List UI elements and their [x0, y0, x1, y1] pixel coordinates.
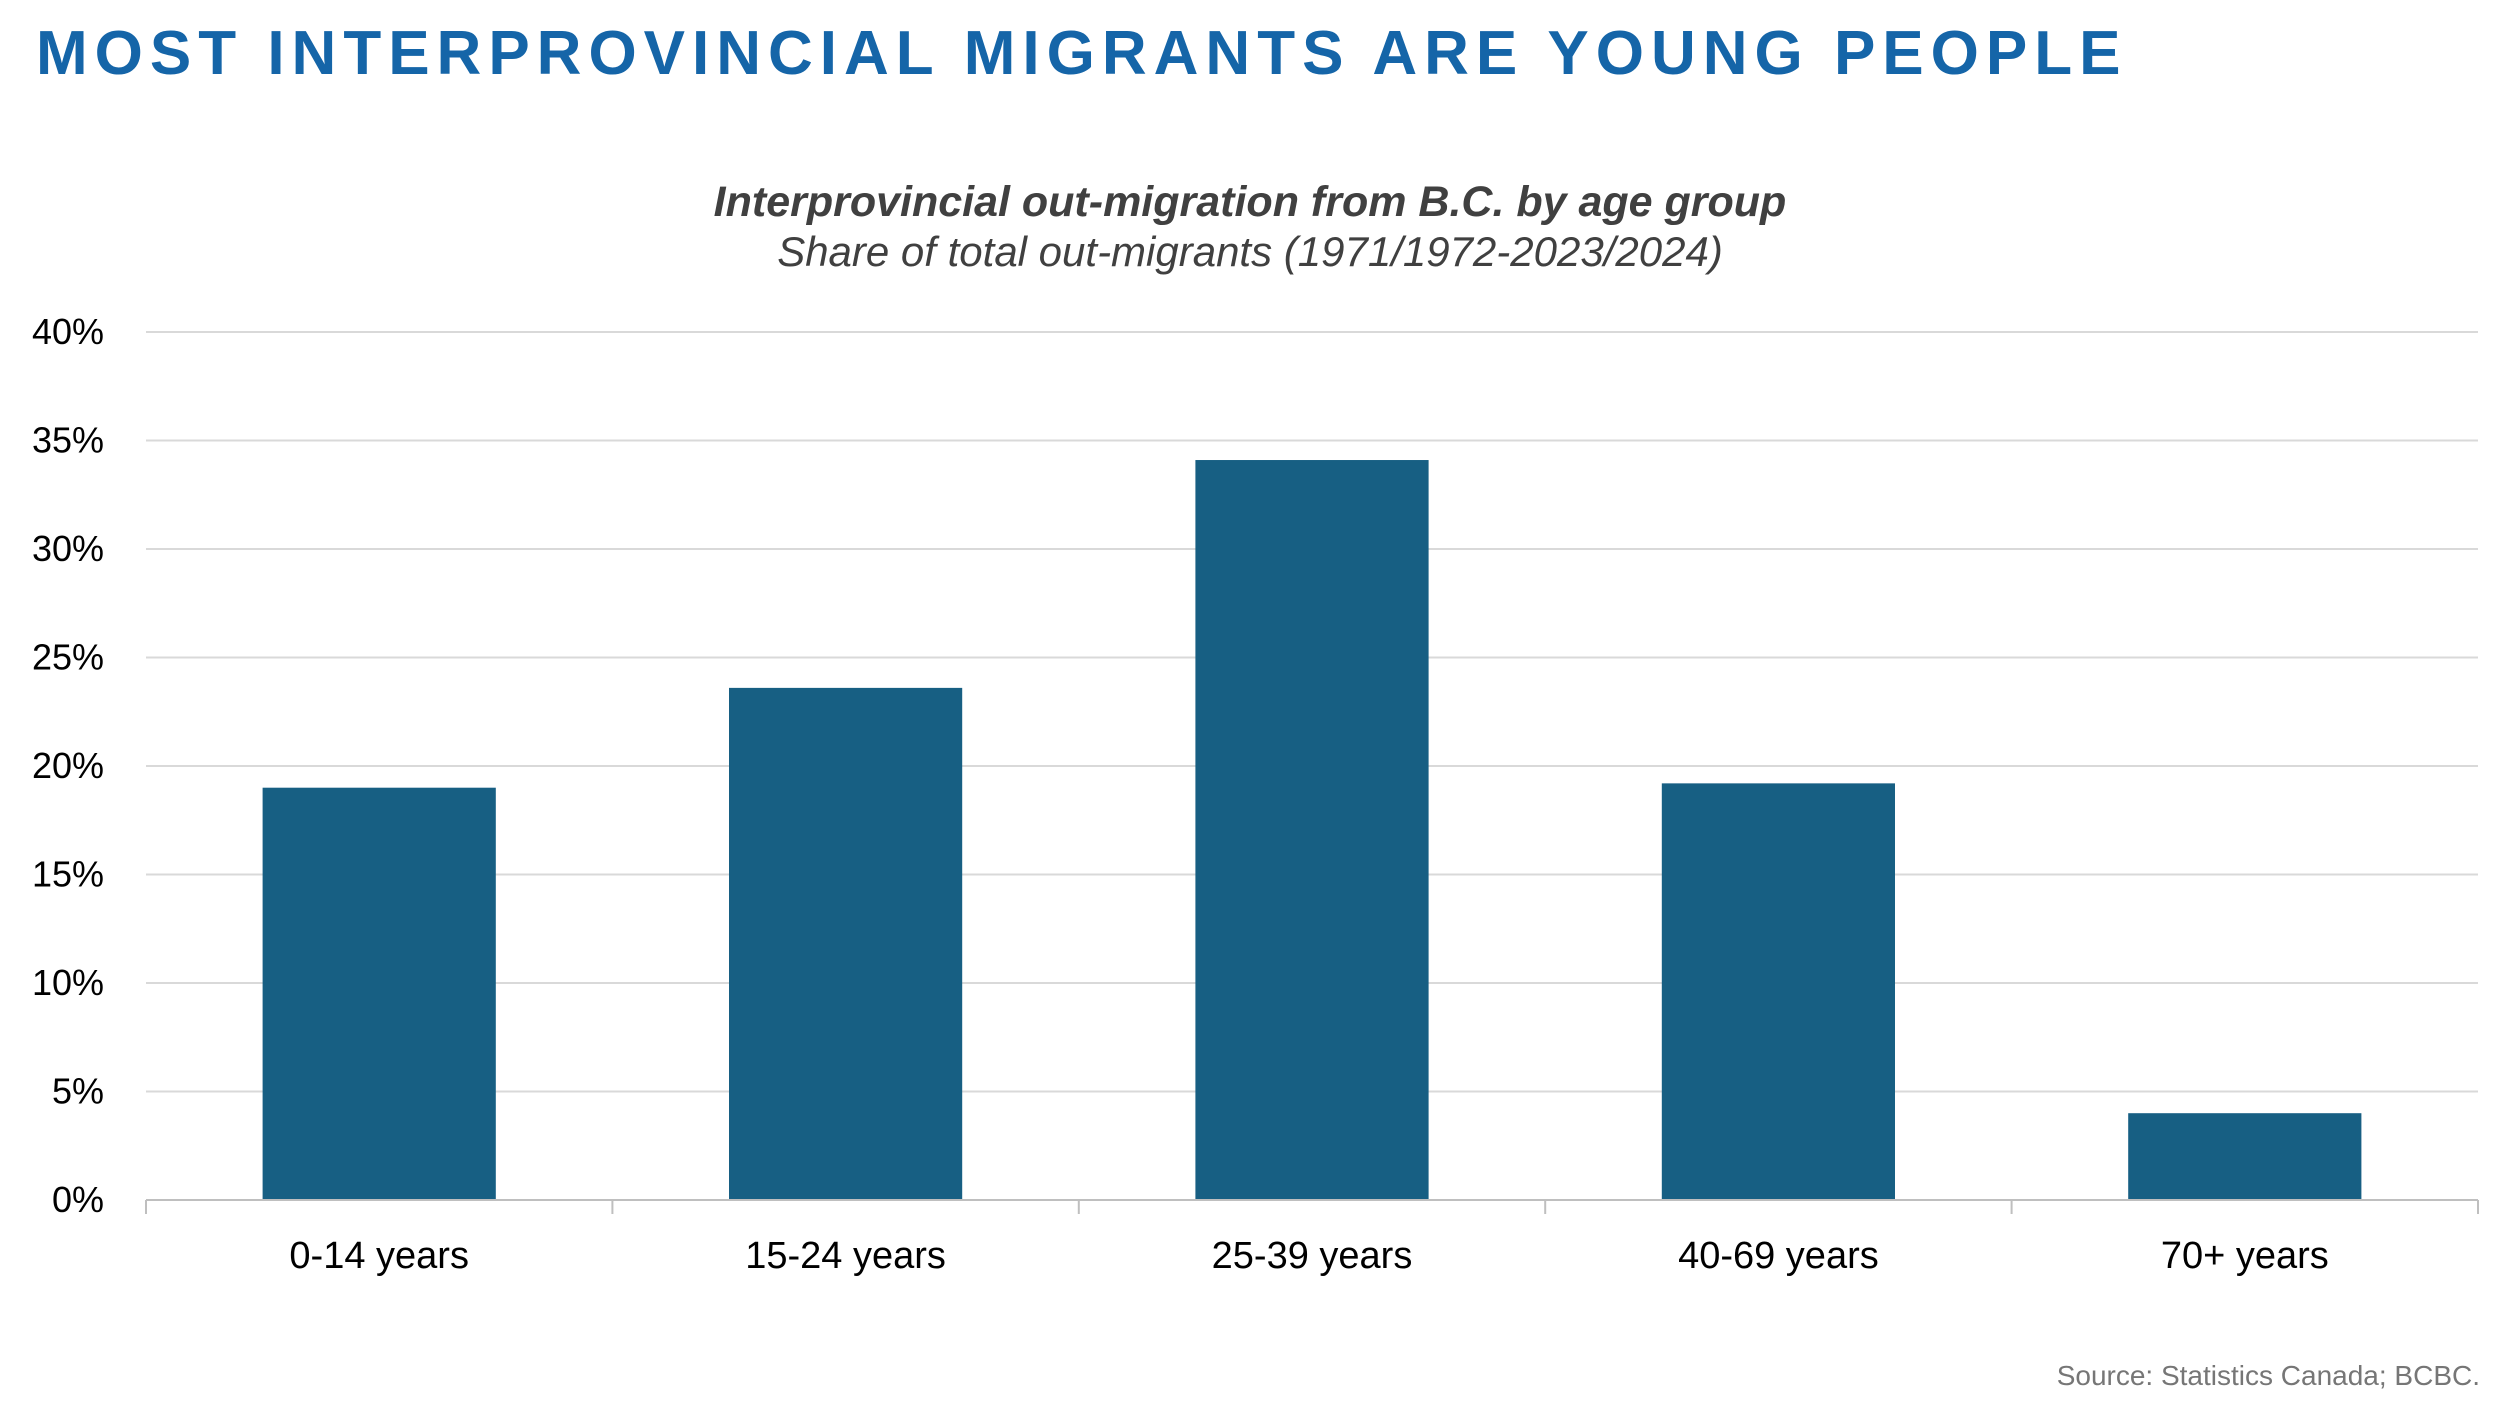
source-note: Source: Statistics Canada; BCBC. [2056, 1360, 2480, 1391]
y-tick-label: 0% [52, 1179, 104, 1220]
y-tick-label: 25% [32, 637, 104, 678]
x-tick-label: 40-69 years [1678, 1235, 1879, 1277]
x-tick-label: 15-24 years [745, 1235, 946, 1277]
chart-title: Interprovincial out-migration from B.C. … [713, 178, 1787, 226]
y-tick-label: 10% [32, 962, 104, 1003]
bar [262, 787, 496, 1200]
y-axis-ticks: 0% 5% 10% 15% 20% 25% 30% 35% 40% [32, 311, 104, 1220]
y-tick-label: 30% [32, 528, 104, 569]
y-tick-label: 5% [52, 1071, 104, 1112]
headline: MOST INTERPROVINCIAL MIGRANTS ARE YOUNG … [36, 19, 2128, 88]
y-tick-label: 35% [32, 420, 104, 461]
bars [262, 460, 2362, 1200]
x-tick-label: 0-14 years [289, 1235, 469, 1277]
x-tick-label: 70+ years [2161, 1235, 2329, 1277]
y-tick-label: 20% [32, 745, 104, 786]
bar [1661, 783, 1895, 1200]
y-tick-label: 40% [32, 311, 104, 352]
x-axis [145, 1199, 2479, 1214]
y-tick-label: 15% [32, 854, 104, 895]
x-tick-label: 25-39 years [1212, 1235, 1413, 1277]
chart-subtitle: Share of total out-migrants (1971/1972-2… [777, 228, 1723, 275]
bar [729, 687, 963, 1200]
bar [1195, 460, 1429, 1200]
x-axis-ticks: 0-14 years 15-24 years 25-39 years 40-69 ye… [289, 1235, 2328, 1277]
bar [2128, 1113, 2362, 1200]
